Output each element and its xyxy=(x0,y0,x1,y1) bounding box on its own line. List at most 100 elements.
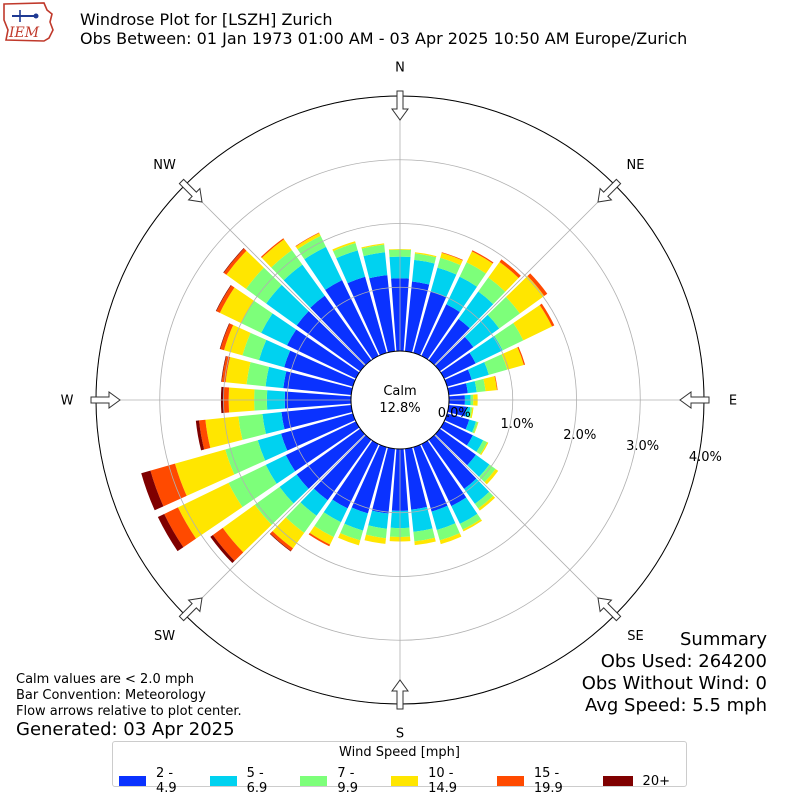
bar-300deg-5 xyxy=(216,285,235,313)
bar-170deg-2 xyxy=(411,506,433,532)
bar-130deg-3 xyxy=(479,464,496,483)
bar-60deg-3 xyxy=(494,322,524,351)
flow-arrow xyxy=(597,178,622,203)
flow-arrows xyxy=(90,90,710,710)
bar-260deg-3 xyxy=(238,413,266,440)
chart-labels: N NE E SE S SW W NW 0.0% 1.0% 2.0% 3.0% 4.0% Calm 12.8… xyxy=(61,61,738,741)
bar-60deg-2 xyxy=(469,335,503,364)
bar-170deg-1 xyxy=(404,447,428,510)
bar-50deg-3 xyxy=(487,296,520,329)
bar-70deg-2 xyxy=(467,362,489,380)
calm-label: Calm xyxy=(383,384,416,399)
bar-120deg-3 xyxy=(476,440,488,455)
chart-title: Windrose Plot for [LSZH] Zurich xyxy=(80,10,333,29)
bar-50deg-5 xyxy=(527,273,548,296)
summary-avg-speed: Avg Speed: 5.5 mph xyxy=(585,695,767,716)
grid-spoke xyxy=(184,184,366,366)
legend-label: 5 - 6.9 xyxy=(246,766,268,796)
calm-circle xyxy=(350,350,450,450)
svg-text:IEM: IEM xyxy=(8,25,40,41)
bar-100deg-4 xyxy=(470,407,474,419)
legend-item-1: 2 - 4.9 xyxy=(119,766,194,796)
bar-350deg-2 xyxy=(363,252,388,279)
bar-30deg-4 xyxy=(466,251,493,274)
bar-330deg-3 xyxy=(297,235,326,260)
bar-290deg-3 xyxy=(242,332,267,361)
bar-110deg-3 xyxy=(472,421,478,434)
bar-320deg-5 xyxy=(260,238,285,258)
bar-310deg-6 xyxy=(223,248,245,273)
summary-heading: Summary xyxy=(680,629,767,650)
bar-70deg-3 xyxy=(484,354,508,375)
flow-arrow xyxy=(679,391,710,409)
bar-220deg-5 xyxy=(270,531,294,551)
bar-40deg-5 xyxy=(499,259,521,279)
bar-280deg-6 xyxy=(221,355,227,382)
bar-20deg-2 xyxy=(430,267,457,298)
bar-20deg-4 xyxy=(440,252,463,266)
bar-30deg-2 xyxy=(446,276,478,312)
legend-label: 15 - 19.9 xyxy=(533,766,563,796)
bar-310deg-2 xyxy=(266,284,309,326)
bar-190deg-4 xyxy=(364,534,386,544)
bar-320deg-1 xyxy=(310,295,372,365)
bar-250deg-1 xyxy=(281,413,356,451)
bar-290deg-2 xyxy=(258,339,291,368)
radial-tick-label: 3.0% xyxy=(626,439,659,454)
bar-50deg-2 xyxy=(464,314,500,348)
windrose-chart: N NE E SE S SW W NW 0.0% 1.0% 2.0% 3.0% 4.0% Calm 12.8… xyxy=(61,61,738,741)
bar-330deg-2 xyxy=(304,246,343,290)
bar-150deg-4 xyxy=(462,519,483,532)
bar-240deg-2 xyxy=(265,455,296,484)
bar-350deg-3 xyxy=(361,244,385,257)
bar-110deg-1 xyxy=(444,413,470,430)
bar-260deg-2 xyxy=(262,412,285,434)
radial-tick-label: 1.0% xyxy=(501,417,534,432)
bar-290deg-5 xyxy=(220,323,234,351)
bar-30deg-5 xyxy=(471,250,494,264)
bar-340deg-4 xyxy=(332,241,356,252)
note-calm: Calm values are < 2.0 mph xyxy=(16,672,195,687)
bar-330deg-4 xyxy=(295,233,321,250)
bar-230deg-5 xyxy=(212,527,244,561)
legend-label: 7 - 9.9 xyxy=(337,766,359,796)
bar-40deg-2 xyxy=(458,291,494,329)
bar-340deg-3 xyxy=(333,243,358,259)
chart-subtitle: Obs Between: 01 Jan 1973 01:00 AM - 03 A… xyxy=(80,29,688,48)
bar-190deg-2 xyxy=(368,510,389,529)
bar-170deg-4 xyxy=(414,537,436,546)
flow-arrow xyxy=(391,679,409,710)
legend-swatch xyxy=(496,776,524,786)
bar-170deg-3 xyxy=(413,528,435,542)
bar-30deg-1 xyxy=(421,304,460,360)
bar-220deg-4 xyxy=(272,517,305,549)
bar-60deg-4 xyxy=(513,305,553,341)
bar-140deg-2 xyxy=(464,478,490,504)
legend-label: 10 - 14.9 xyxy=(428,766,458,796)
bar-30deg-3 xyxy=(459,262,486,287)
bar-100deg-1 xyxy=(447,404,467,417)
bar-260deg-1 xyxy=(281,404,353,430)
bar-250deg-4 xyxy=(174,449,235,496)
bar-240deg-6 xyxy=(157,514,184,552)
bar-320deg-4 xyxy=(261,239,292,268)
bar-150deg-1 xyxy=(421,440,467,507)
bar-120deg-1 xyxy=(440,421,473,446)
bar-280deg-2 xyxy=(265,366,287,389)
bar-70deg-5 xyxy=(517,346,526,365)
legend-items: 2 - 4.9 5 - 6.9 7 - 9.9 10 - 14.9 15 - 19.9 2… xyxy=(119,766,686,796)
bar-20deg-1 xyxy=(413,291,447,356)
bar-340deg-2 xyxy=(336,250,366,284)
bar-230deg-6 xyxy=(210,534,235,564)
bar-310deg-4 xyxy=(226,250,264,289)
bar-240deg-1 xyxy=(285,421,360,472)
bar-140deg-1 xyxy=(428,435,477,489)
bar-150deg-2 xyxy=(451,497,478,524)
bar-160deg-3 xyxy=(436,523,460,541)
bar-320deg-2 xyxy=(283,264,325,308)
bar-20deg-5 xyxy=(441,252,463,261)
bar-10deg-4 xyxy=(414,252,437,258)
grid-spoke xyxy=(184,434,366,616)
bar-350deg-4 xyxy=(361,243,385,249)
bar-290deg-1 xyxy=(284,350,356,387)
